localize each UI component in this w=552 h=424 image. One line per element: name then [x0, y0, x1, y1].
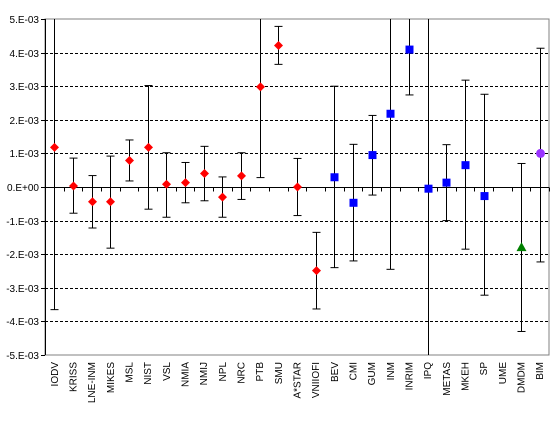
point-ptb [256, 82, 265, 92]
point-vniiofi [312, 266, 321, 276]
point-metas [442, 178, 451, 187]
category-label: NMIA [181, 362, 192, 387]
point-smu [274, 41, 283, 51]
category-label: IODV [50, 362, 61, 387]
y-tick-label: -5.E-03 [6, 351, 39, 362]
y-tick-labels: -5.E-03 -4.E-03 -3.E-03 -2.E-03 -1.E-03 0.E+0… [6, 15, 39, 362]
category-label: MIKES [106, 362, 117, 393]
point-iodv [50, 142, 59, 152]
category-label: VSL [162, 362, 173, 381]
y-tick-label: 4.E-03 [10, 49, 40, 60]
category-label: BEV [330, 362, 341, 382]
point-kriss [69, 181, 78, 191]
category-label: MSL [125, 362, 136, 383]
point-sp [480, 192, 489, 201]
y-tick-label: 1.E-03 [10, 149, 40, 160]
y-tick-label: -3.E-03 [6, 284, 39, 295]
point-nmia [181, 178, 190, 188]
point-inrim [405, 45, 414, 54]
category-label: VNIIOFI [311, 362, 322, 398]
category-label: UME [498, 362, 509, 385]
point-vsl [162, 179, 171, 189]
category-label: SMU [274, 362, 285, 384]
category-label: METAS [442, 362, 453, 396]
category-label: INRIM [405, 362, 416, 390]
category-label: GUM [367, 362, 378, 385]
category-labels: IODV KRISS LNE-INM MIKES MSL NIST VSL NMIA NMIJ N… [50, 362, 546, 404]
point-msl [125, 155, 134, 165]
point-nist [144, 142, 153, 152]
category-label: NPL [218, 362, 229, 382]
point-bev [330, 173, 339, 182]
point-dmdm [516, 242, 527, 252]
y-tick-label: -2.E-03 [6, 250, 39, 261]
category-label: MKEH [461, 362, 472, 391]
category-label: PTB [255, 362, 266, 382]
point-nrc [237, 171, 246, 181]
y-tick-label: 2.E-03 [10, 116, 40, 127]
category-label: SP [479, 362, 490, 376]
y-tick-label: 5.E-03 [10, 15, 40, 26]
point-cmi [349, 198, 358, 207]
y-tick-label: 3.E-03 [10, 82, 40, 93]
category-label: DMDM [517, 362, 528, 393]
category-label: KRISS [69, 362, 80, 392]
category-label: CMI [349, 362, 360, 380]
y-tick-label: -4.E-03 [6, 317, 39, 328]
y-tick-label: -1.E-03 [6, 217, 39, 228]
point-bim [536, 148, 545, 158]
point-mikes [106, 197, 115, 207]
point-nmij [200, 169, 209, 179]
y-tick-label: 0.E+00 [7, 183, 39, 194]
point-npl [218, 192, 227, 202]
point-gum [368, 151, 377, 160]
category-label: IPQ [423, 362, 434, 379]
data-markers [50, 41, 545, 276]
point-mkeh [461, 161, 470, 170]
category-label: NRC [237, 362, 248, 384]
category-label: INM [386, 362, 397, 380]
category-label: NMIJ [199, 362, 210, 385]
point-a-star [293, 182, 302, 192]
category-label: LNE-INM [87, 362, 98, 403]
category-label: A*STAR [293, 362, 304, 399]
point-inm [386, 109, 395, 118]
point-ipq [424, 184, 433, 193]
point-lne-inm [88, 197, 97, 207]
category-label: NIST [143, 362, 154, 385]
category-label: BIM [535, 362, 546, 380]
